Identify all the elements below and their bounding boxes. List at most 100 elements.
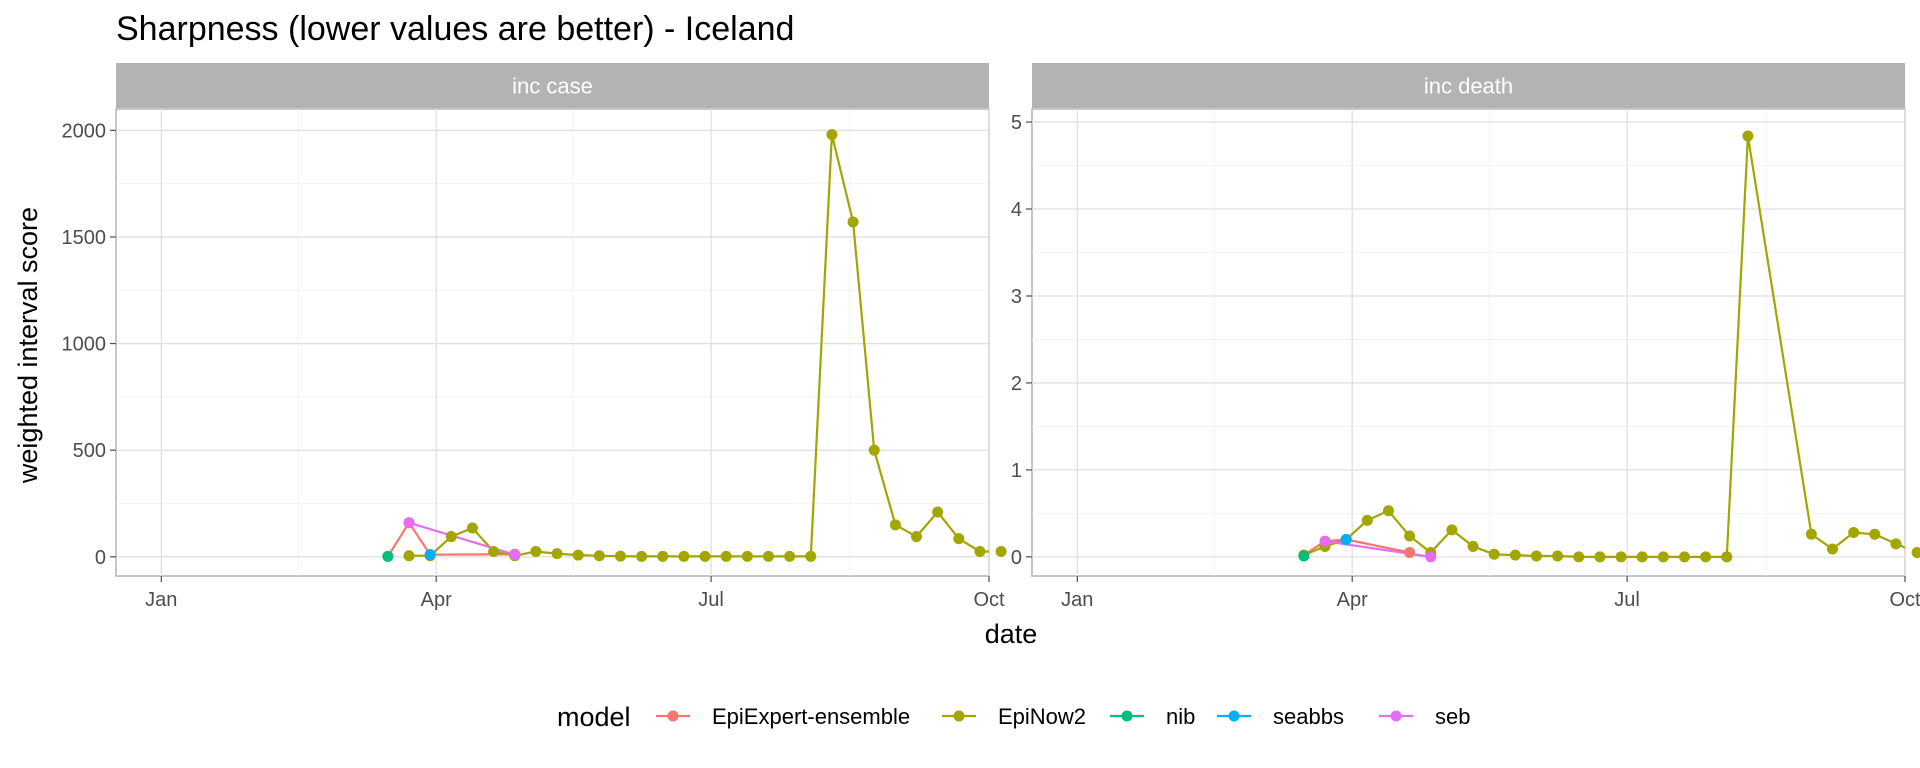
y-tick-label: 500 [73,440,106,462]
y-tick-label: 0 [1011,547,1022,569]
data-point-EpiExpert-ensemble [1404,547,1416,559]
chart-title: Sharpness (lower values are better) - Ic… [116,10,794,48]
data-point-EpiNow2 [1594,551,1606,563]
data-point-seb [509,549,521,561]
legend-item: seabbs [1217,704,1344,729]
data-point-EpiNow2 [1382,505,1394,517]
data-point-EpiNow2 [784,550,796,562]
data-point-EpiNow2 [805,550,817,562]
data-point-EpiNow2 [1678,551,1690,563]
data-point-EpiNow2 [1742,130,1754,142]
data-point-seb [403,517,415,529]
data-point-EpiNow2 [699,550,711,562]
data-point-EpiNow2 [868,444,880,456]
data-point-EpiNow2 [1467,540,1479,552]
data-point-EpiNow2 [1361,514,1373,526]
data-point-EpiNow2 [974,545,986,557]
legend-item: nib [1110,704,1195,729]
data-point-EpiNow2 [1552,550,1564,562]
y-tick-label: 1500 [62,227,107,249]
legend-key-point [667,710,679,722]
data-point-EpiNow2 [657,550,669,562]
legend-key-point [953,710,965,722]
x-tick-label: Jul [1614,589,1640,611]
data-point-EpiNow2 [636,550,648,562]
data-point-EpiNow2 [826,129,838,141]
data-point-EpiNow2 [889,519,901,531]
y-tick-label: 5 [1011,112,1022,134]
legend: model EpiExpert-ensemble EpiNow2 nib seabbs s… [557,702,1470,732]
data-point-EpiNow2 [1721,551,1733,563]
data-point-EpiNow2 [762,550,774,562]
y-tick-label: 1 [1011,460,1022,482]
data-point-EpiNow2 [1911,547,1920,559]
data-point-EpiNow2 [445,531,457,543]
data-point-nib [1298,550,1310,562]
x-tick-label: Jul [698,589,724,611]
panel-inc-death: inc death 0 1 2 3 4 5 Jan Apr Jul Oct [1011,63,1920,611]
data-point-EpiNow2 [488,545,500,557]
data-point-EpiNow2 [1530,550,1542,562]
data-point-seb [1425,551,1437,563]
legend-item: seb [1379,704,1470,729]
series-line-EpiExpert-ensemble [386,520,515,557]
y-tick-label: 0 [95,547,106,569]
data-point-EpiNow2 [1700,551,1712,563]
data-point-seb [1319,535,1331,547]
data-point-EpiNow2 [741,550,753,562]
data-point-EpiNow2 [1805,528,1817,540]
data-point-EpiNow2 [911,531,923,543]
y-tick-label: 2 [1011,373,1022,395]
y-tick-label: 1000 [62,334,107,356]
panel-inc-case: inc case 0 500 1000 1500 2000 Jan Apr Jul Oct [62,63,1007,611]
data-point-EpiNow2 [403,550,415,562]
x-tick-label: Jan [1061,589,1093,611]
legend-key-point [1228,710,1240,722]
panel-background [1031,108,1906,577]
data-point-EpiNow2 [847,216,859,228]
data-point-EpiNow2 [530,545,542,557]
facet-label: inc death [1424,74,1513,99]
legend-key-point [1390,710,1402,722]
data-point-EpiNow2 [1848,527,1860,539]
legend-label: EpiNow2 [998,704,1086,729]
legend-key-point [1121,710,1133,722]
panel-background [115,108,990,577]
facet-label: inc case [512,74,593,99]
data-point-EpiNow2 [720,550,732,562]
data-point-EpiNow2 [1827,543,1839,555]
data-point-EpiNow2 [1890,538,1902,550]
data-point-seabbs [424,549,436,561]
facet-strip [116,63,989,108]
facet-strip [1032,63,1905,108]
data-point-EpiNow2 [1615,551,1627,563]
data-point-EpiNow2 [1869,528,1881,540]
data-point-EpiNow2 [1636,551,1648,563]
legend-label: EpiExpert-ensemble [712,704,910,729]
legend-item: EpiExpert-ensemble [656,704,910,729]
data-point-EpiNow2 [572,549,584,561]
y-axis-title: weighted interval score [13,207,43,484]
x-tick-label: Apr [1337,589,1368,611]
y-tick-label: 3 [1011,286,1022,308]
legend-label: nib [1166,704,1195,729]
y-tick-label: 2000 [62,120,107,142]
data-point-EpiNow2 [551,548,563,560]
y-tick-label: 4 [1011,199,1022,221]
data-point-EpiNow2 [1404,530,1416,542]
data-point-EpiNow2 [593,550,605,562]
legend-label: seb [1435,704,1470,729]
series-line-EpiNow2 [1303,135,1905,559]
data-point-EpiNow2 [1509,549,1521,561]
data-point-EpiNow2 [1488,548,1500,560]
data-point-EpiNow2 [1446,524,1458,536]
data-point-EpiNow2 [614,550,626,562]
data-point-nib [382,550,394,562]
data-point-EpiNow2 [678,550,690,562]
series-line-EpiExpert-ensemble [1303,538,1410,557]
legend-title: model [557,702,631,732]
x-tick-label: Oct [973,589,1005,611]
x-tick-label: Oct [1889,589,1920,611]
